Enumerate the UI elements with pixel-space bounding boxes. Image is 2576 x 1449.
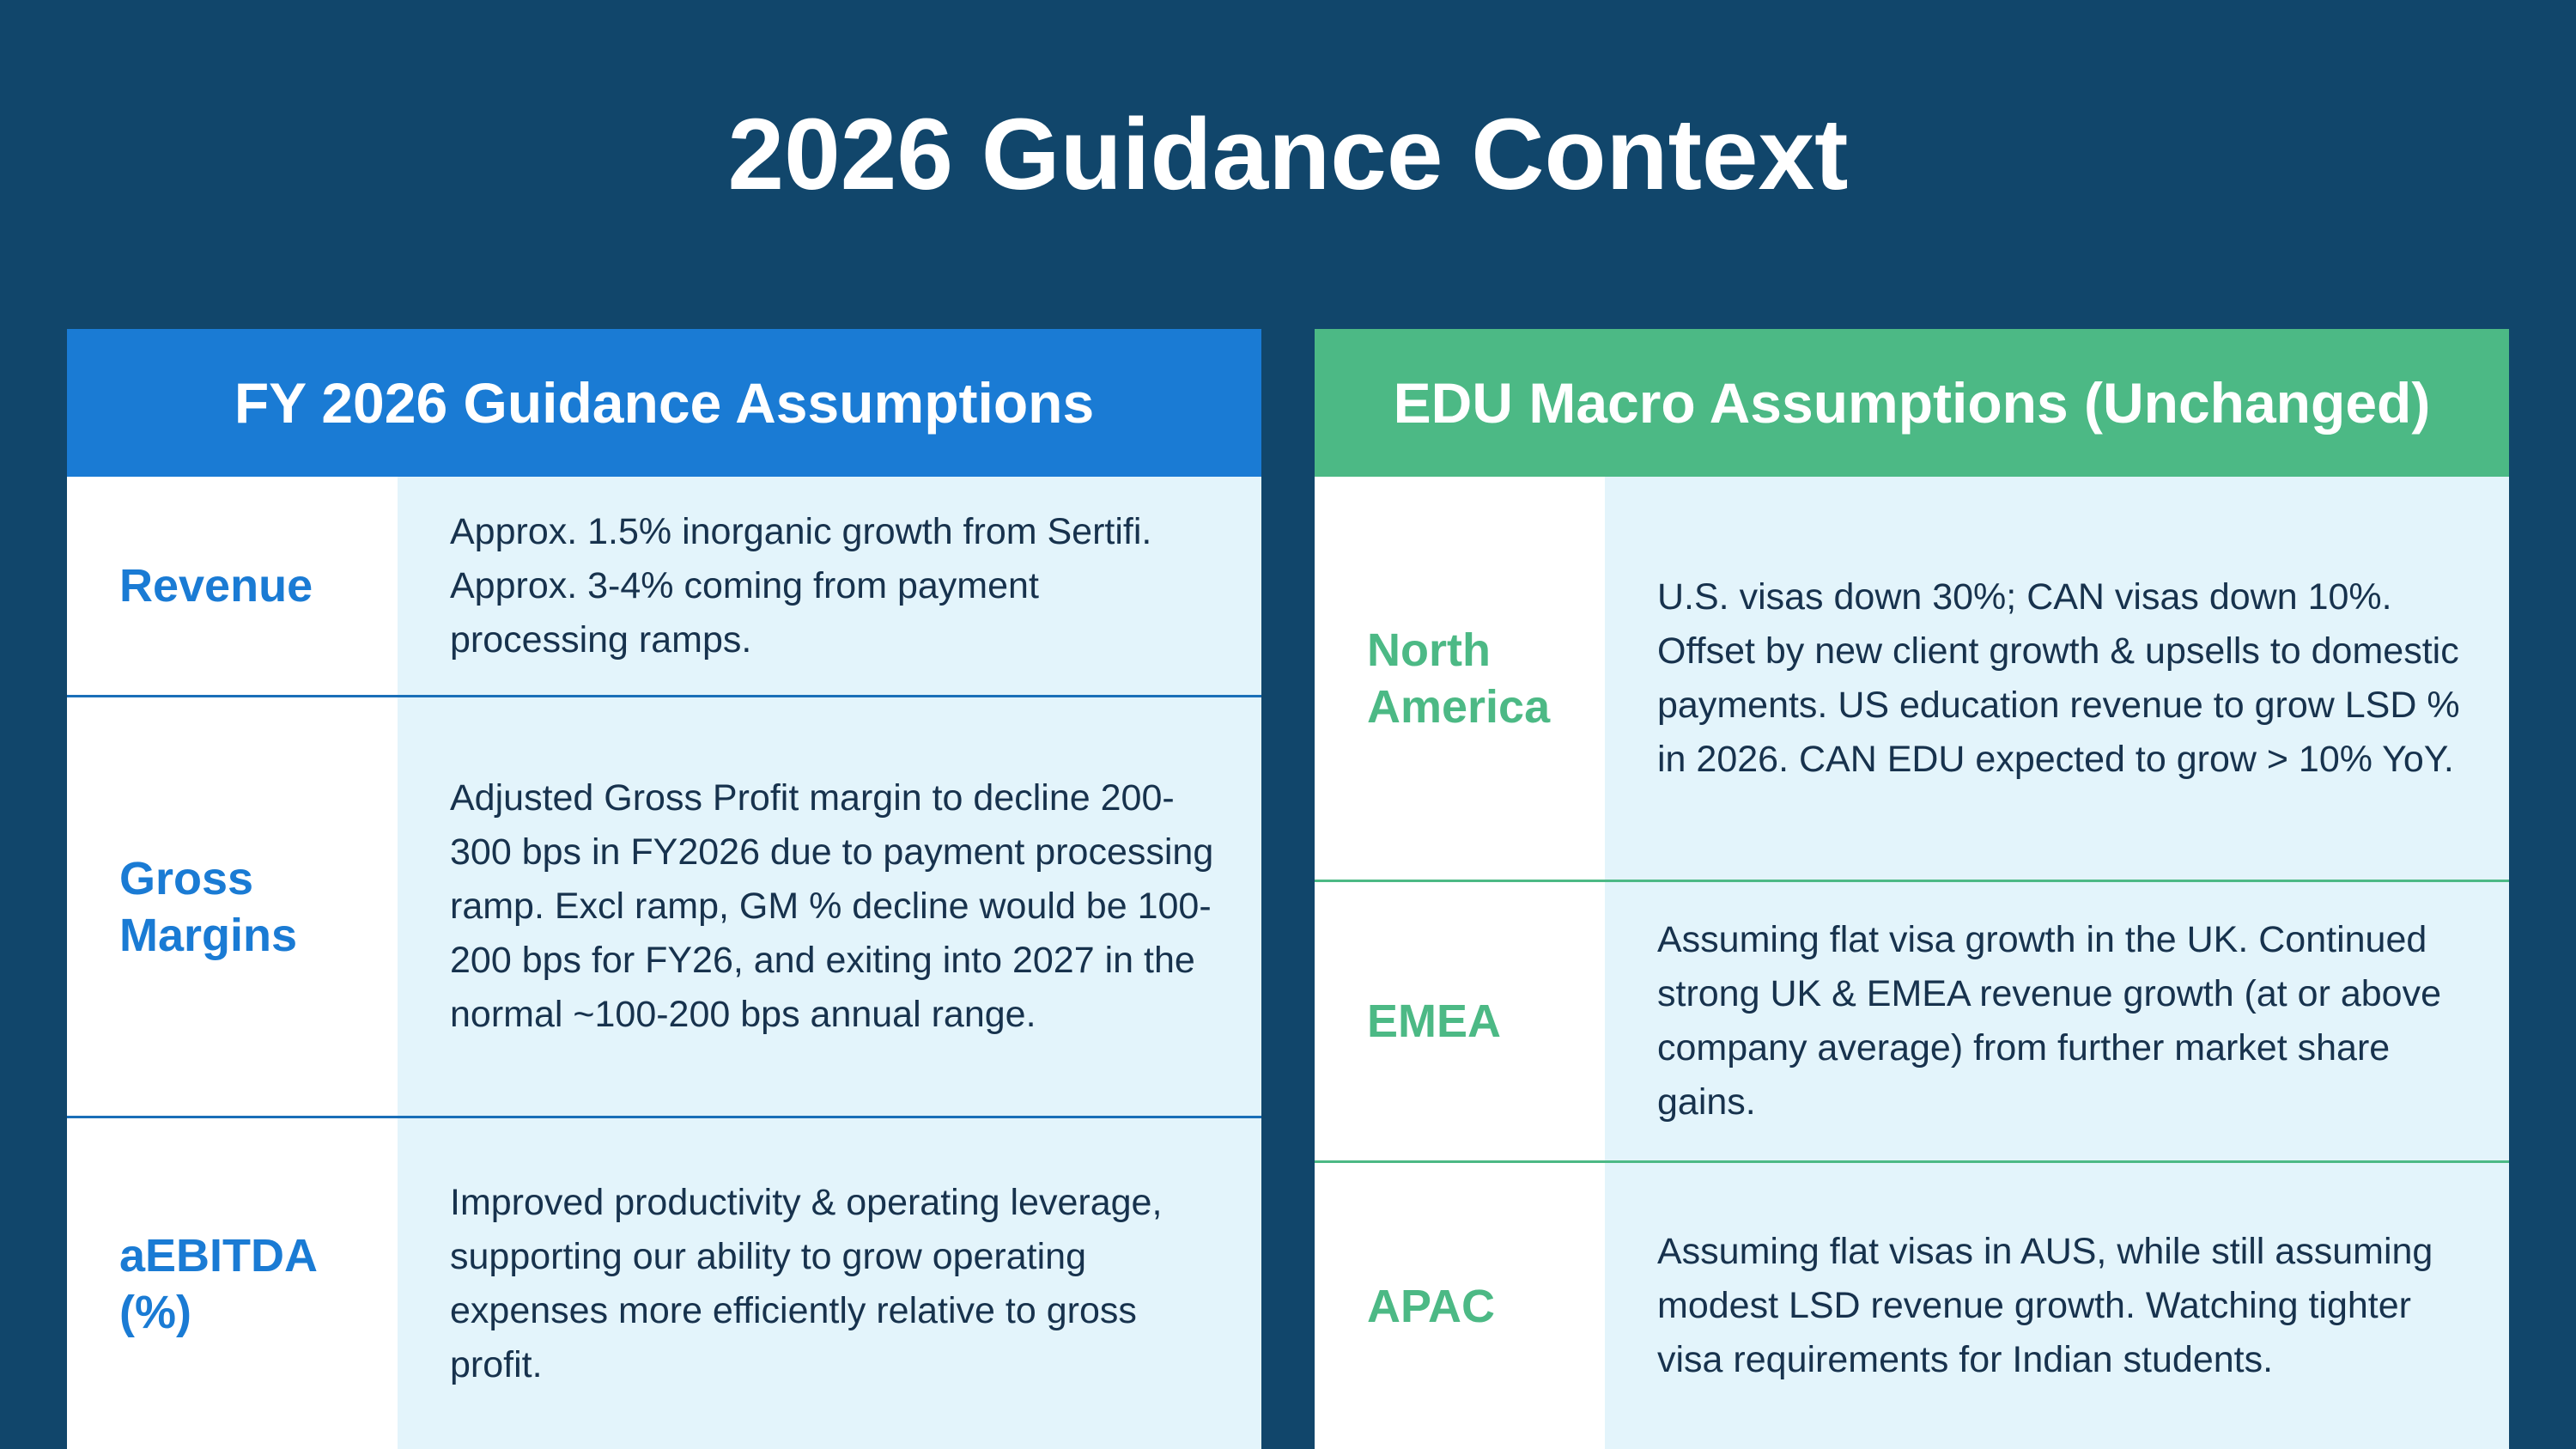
row-text: U.S. visas down 30%; CAN visas down 10%.… [1605, 477, 2509, 880]
row: aEBITDA (%) Improved productivity & opera… [67, 1116, 1261, 1449]
row-label-text: aEBITDA (%) [119, 1229, 317, 1338]
row-label: aEBITDA (%) [67, 1118, 398, 1449]
row-label-text: EMEA [1367, 995, 1502, 1047]
row-text: Adjusted Gross Profit margin to decline … [398, 697, 1261, 1116]
panel: FY 2026 Guidance Assumptions Revenue Appro… [67, 329, 1261, 1449]
row: North America U.S. visas down 30%; CAN vi… [1315, 477, 2509, 880]
row-text: Assuming flat visas in AUS, while still … [1605, 1163, 2509, 1449]
row-text: Approx. 1.5% inorganic growth from Serti… [398, 477, 1261, 695]
row-text: Improved productivity & operating levera… [398, 1118, 1261, 1449]
slide-title: 2026 Guidance Context [727, 98, 1849, 211]
row-label: Revenue [67, 477, 398, 695]
row-label: North America [1315, 477, 1605, 880]
row: Gross Margins Adjusted Gross Profit margi… [67, 695, 1261, 1116]
panel-header: FY 2026 Guidance Assumptions [67, 329, 1261, 477]
row-label: Gross Margins [67, 697, 398, 1116]
row-label-text: North America [1367, 624, 1551, 733]
row-label-text: APAC [1367, 1280, 1496, 1332]
row-label-text: Revenue [119, 560, 313, 612]
row-label-text: Gross Margins [119, 852, 298, 961]
row-label: EMEA [1315, 882, 1605, 1160]
row-text: Assuming flat visa growth in the UK. Con… [1605, 882, 2509, 1160]
panel-header: EDU Macro Assumptions (Unchanged) [1315, 329, 2509, 477]
row: Revenue Approx. 1.5% inorganic growth fro… [67, 477, 1261, 695]
panel: EDU Macro Assumptions (Unchanged) North A… [1315, 329, 2509, 1449]
row: EMEA Assuming flat visa growth in the UK.… [1315, 880, 2509, 1160]
row: APAC Assuming flat visas in AUS, while st… [1315, 1160, 2509, 1449]
row-label: APAC [1315, 1163, 1605, 1449]
